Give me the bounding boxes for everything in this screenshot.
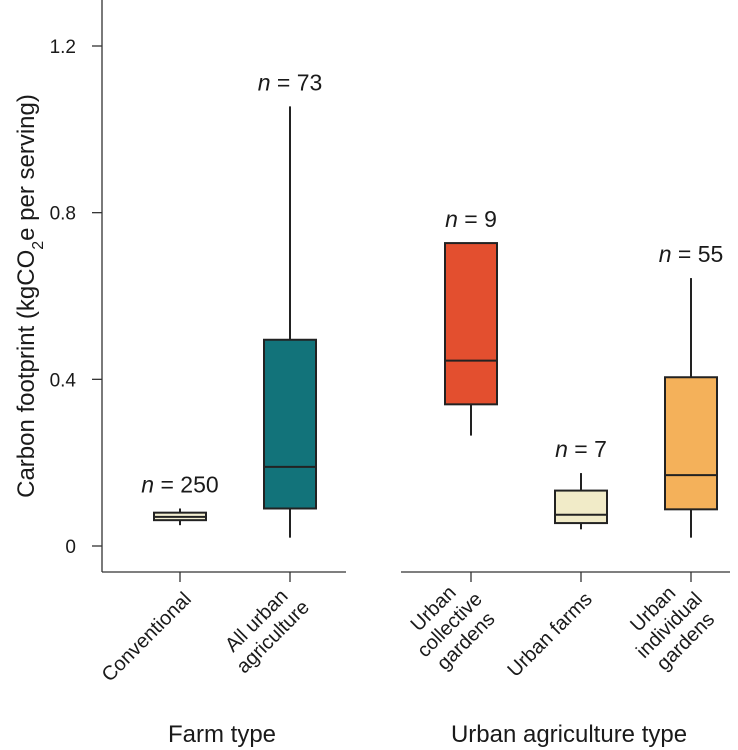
sample-size-value: = 9 <box>458 206 497 232</box>
sample-size-value: = 250 <box>154 472 219 498</box>
category-label-line: Urban farms <box>503 588 596 681</box>
box <box>444 242 498 406</box>
y-tick-label: 1.2 <box>50 37 76 58</box>
y-tick-label: 0.4 <box>50 370 77 391</box>
y-axis-title-subscript: 2 <box>30 241 47 250</box>
category-label: Conventional <box>98 588 196 686</box>
sample-size-n: n <box>555 436 568 462</box>
sample-size-label: n = 7 <box>555 436 607 462</box>
sample-size-n: n <box>659 241 672 267</box>
group-title: Urban agriculture type <box>451 721 687 748</box>
sample-size-label: n = 9 <box>445 206 497 232</box>
sample-size-value: = 73 <box>271 69 323 95</box>
sample-size-n: n <box>141 472 154 498</box>
sample-size-label: n = 55 <box>659 241 724 267</box>
y-axis-title: Carbon footprint (kgCO2e per serving) <box>13 94 47 498</box>
sample-size-n: n <box>445 206 458 232</box>
y-axis-title-tail: e per serving) <box>13 94 40 241</box>
category-label: Urbancollectivegardens <box>397 572 503 678</box>
group-title: Farm type <box>168 721 276 748</box>
sample-size-value: = 7 <box>568 436 607 462</box>
labels-layer: 0 0.4 0.8 1.2 Carbon footprint (kgCO2e per s… <box>13 37 723 748</box>
box <box>263 338 317 510</box>
box <box>664 376 718 511</box>
sample-size-n: n <box>258 69 271 95</box>
marks-layer <box>153 106 718 538</box>
category-label: Urban farms <box>503 588 596 681</box>
y-axis-title-main: Carbon footprint (kgCO <box>13 250 40 498</box>
sample-size-value: = 55 <box>672 241 724 267</box>
sample-size-label: n = 250 <box>141 472 218 498</box>
box <box>554 489 608 525</box>
sample-size-label: n = 73 <box>258 69 323 95</box>
category-label: All urbanagriculture <box>216 580 314 678</box>
y-tick-label: 0.8 <box>50 204 76 225</box>
category-label: Urbanindividualgardens <box>616 572 723 679</box>
category-label-line: Conventional <box>98 588 196 686</box>
y-tick-label: 0 <box>65 537 76 558</box>
axes-layer <box>92 0 730 582</box>
